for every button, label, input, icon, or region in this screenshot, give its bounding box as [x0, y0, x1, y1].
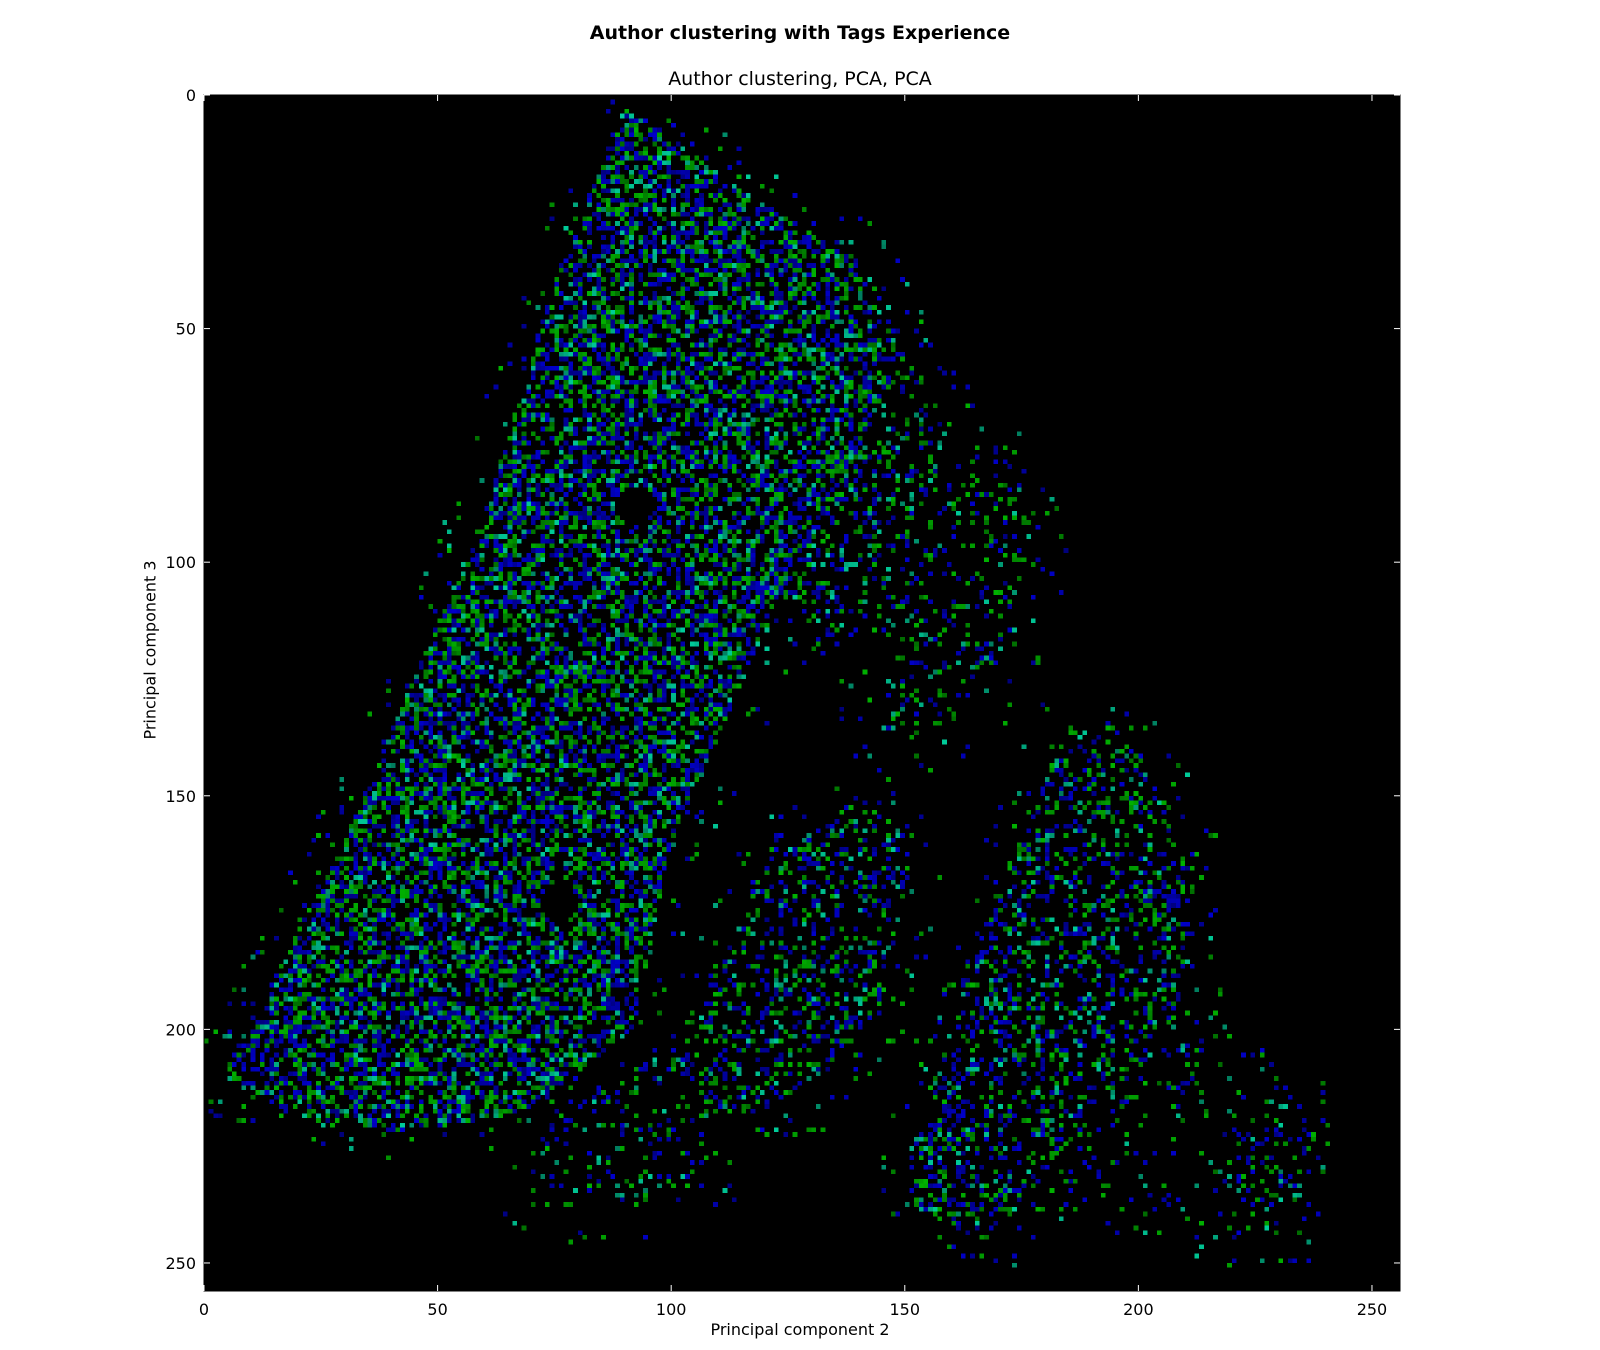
- y-tick-label: 50: [176, 320, 196, 339]
- x-tick-label: 100: [656, 1300, 687, 1319]
- axes-frame: [203, 94, 1401, 1292]
- x-tick-label: 150: [890, 1300, 921, 1319]
- y-tick-label: 0: [186, 86, 196, 105]
- x-axis-label: Principal component 2: [710, 1320, 890, 1339]
- x-tick-label: 0: [199, 1300, 209, 1319]
- axes-title: Author clustering, PCA, PCA: [668, 68, 932, 90]
- y-axis: 0 50 100 150 200 250: [165, 86, 1400, 1273]
- y-axis-label: Principal component 3: [140, 560, 160, 740]
- x-tick-label: 250: [1357, 1300, 1388, 1319]
- heatmap-image: [204, 95, 1400, 1291]
- x-tick-label: 200: [1123, 1300, 1154, 1319]
- y-tick-label: 150: [165, 787, 196, 806]
- y-tick-label: 250: [165, 1254, 196, 1273]
- x-axis: 0 50 100 150 200 250: [199, 95, 1387, 1319]
- heatmap-raster: [204, 95, 1400, 1291]
- figure-suptitle: Author clustering with Tags Experience: [589, 22, 1011, 44]
- x-tick-label: 50: [427, 1300, 447, 1319]
- y-tick-label: 100: [165, 553, 196, 572]
- y-tick-label: 200: [165, 1020, 196, 1039]
